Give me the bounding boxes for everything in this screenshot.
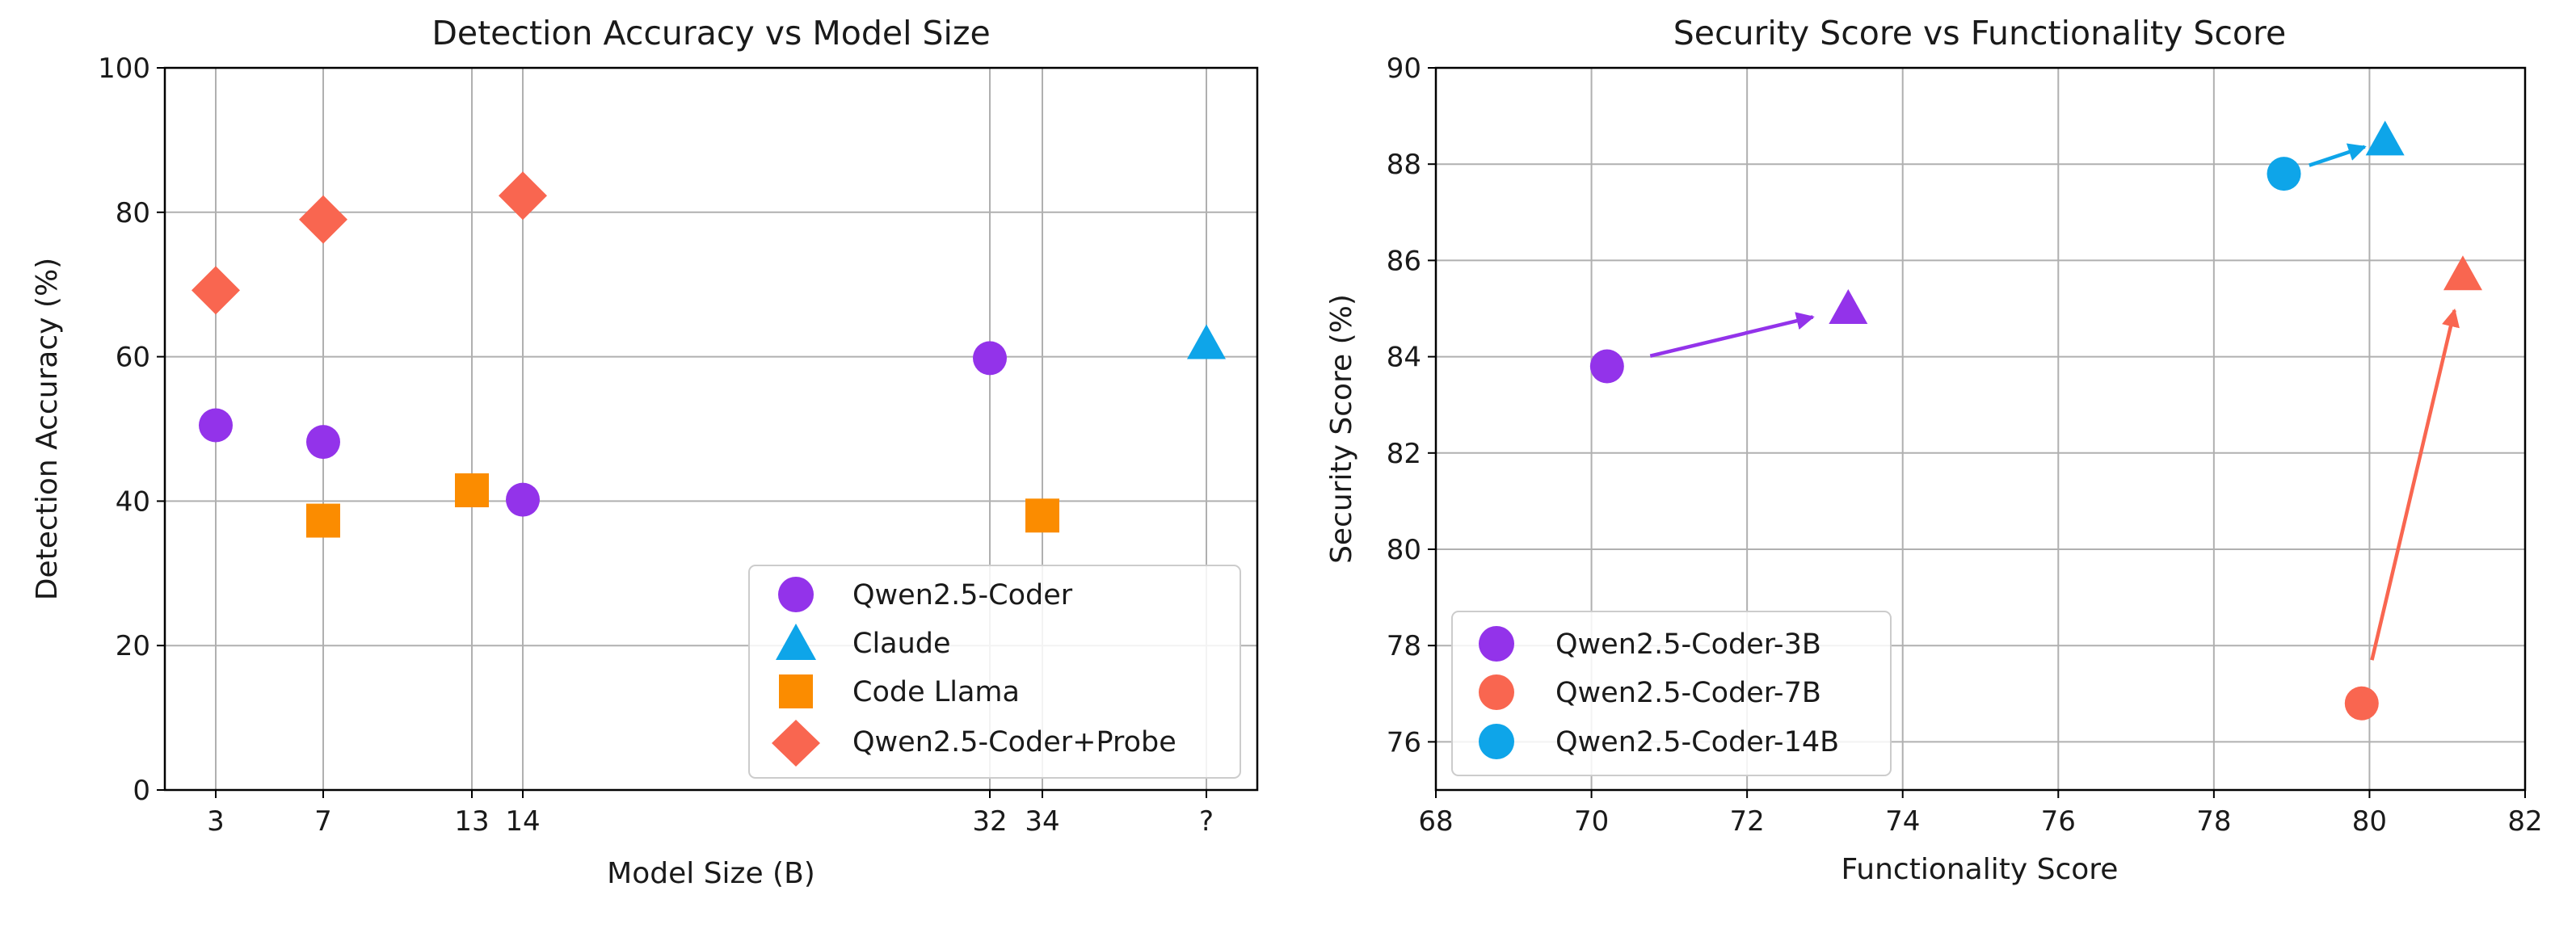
chart-right-marks xyxy=(1589,120,2482,721)
legend-item-7b: Qwen2.5-Coder-7B xyxy=(1479,674,1821,710)
tick-label-y: 0 xyxy=(133,775,150,807)
chart-left-ticks: 0 20 40 60 80 100 3 7 13 14 32 34? xyxy=(98,53,1214,838)
legend-item-3b: Qwen2.5-Coder-3B xyxy=(1479,626,1821,662)
data-point-after xyxy=(1829,289,1868,324)
chart-right-ylabel: Security Score (%) xyxy=(1325,294,1358,564)
tick-label-x: ? xyxy=(1199,805,1214,838)
chart-left-xlabel: Model Size (B) xyxy=(607,857,815,890)
improvement-arrow xyxy=(2309,143,2367,167)
data-point-diamond xyxy=(499,171,547,221)
chart-left-title: Detection Accuracy vs Model Size xyxy=(431,14,990,53)
tick-label-x: 34 xyxy=(1025,805,1059,838)
tick-label-x: 13 xyxy=(454,805,489,838)
tick-label-y: 80 xyxy=(1387,534,1421,566)
legend-circle-marker xyxy=(778,577,814,612)
data-point-square xyxy=(455,473,489,507)
tick-label-x: 74 xyxy=(1885,805,1920,838)
data-point-before xyxy=(1589,349,1624,384)
tick-label-y: 60 xyxy=(116,342,150,374)
tick-label-y: 20 xyxy=(116,630,150,662)
chart-right-legend: Qwen2.5-Coder-3B Qwen2.5-Coder-7B Qwen2.… xyxy=(1451,611,1892,776)
tick-label-x: 7 xyxy=(314,805,332,838)
legend-diamond-marker xyxy=(772,720,820,767)
tick-label-y: 80 xyxy=(116,197,150,229)
data-point-circle xyxy=(199,408,233,443)
legend-item-claude: Claude xyxy=(776,624,951,660)
data-point-square xyxy=(1025,498,1059,533)
chart-right-ticks: 68 70 72 74 76 78 80 82 76 78 80 82 84 86 88 90 xyxy=(1387,53,2543,838)
tick-label-x: 82 xyxy=(2507,805,2542,838)
legend-item-probe: Qwen2.5-Coder+Probe xyxy=(772,720,1176,767)
legend-item-qwen: Qwen2.5-Coder xyxy=(778,577,1073,612)
chart-left: Detection Accuracy vs Model Size 0 20 40 60… xyxy=(31,14,1259,890)
legend-circle-marker xyxy=(1479,626,1514,662)
tick-label-x: 80 xyxy=(2352,805,2387,838)
chart-right-xlabel: Functionality Score xyxy=(1842,853,2119,886)
improvement-arrow xyxy=(2370,308,2460,661)
data-point-before xyxy=(2344,686,2379,721)
legend-square-marker xyxy=(779,674,813,708)
tick-label-x: 76 xyxy=(2041,805,2076,838)
legend-frame xyxy=(1451,611,1892,776)
data-point-triangle xyxy=(1187,324,1226,359)
tick-label-x: 68 xyxy=(1418,805,1453,838)
chart-left-ylabel: Detection Accuracy (%) xyxy=(31,258,64,600)
legend-label: Qwen2.5-Coder+Probe xyxy=(852,726,1176,758)
data-point-square xyxy=(306,503,340,538)
data-point-circle xyxy=(306,425,340,460)
tick-label-x: 32 xyxy=(972,805,1007,838)
legend-triangle-marker xyxy=(776,624,816,660)
legend-circle-marker xyxy=(1479,674,1514,710)
legend-label: Qwen2.5-Coder-3B xyxy=(1555,628,1821,661)
tick-label-y: 84 xyxy=(1387,342,1421,374)
chart-right: Security Score vs Functionality Score 68… xyxy=(1325,14,2543,886)
data-point-circle xyxy=(973,341,1007,376)
tick-label-x: 72 xyxy=(1730,805,1765,838)
tick-label-x: 14 xyxy=(505,805,540,838)
data-point-diamond xyxy=(299,195,347,244)
legend-circle-marker xyxy=(1479,724,1514,759)
tick-label-y: 90 xyxy=(1387,53,1421,85)
tick-label-x: 78 xyxy=(2196,805,2231,838)
chart-left-marks xyxy=(192,171,1226,538)
tick-label-y: 78 xyxy=(1387,630,1421,662)
improvement-arrow xyxy=(1649,312,1815,358)
chart-left-frame xyxy=(163,66,1259,792)
tick-label-x: 3 xyxy=(207,805,225,838)
legend-label: Qwen2.5-Coder-7B xyxy=(1555,677,1821,709)
tick-label-x: 70 xyxy=(1574,805,1609,838)
chart-right-frame xyxy=(1434,66,2527,792)
tick-label-y: 86 xyxy=(1387,245,1421,277)
data-point-after xyxy=(2443,255,2482,291)
data-point-after xyxy=(2365,120,2405,156)
tick-label-y: 88 xyxy=(1387,149,1421,181)
legend-frame xyxy=(748,565,1241,779)
data-point-before xyxy=(2267,157,2301,191)
legend-label: Claude xyxy=(852,628,951,660)
tick-label-y: 82 xyxy=(1387,438,1421,470)
legend-label: Code Llama xyxy=(852,676,1020,708)
tick-label-y: 100 xyxy=(98,53,150,85)
legend-label: Qwen2.5-Coder-14B xyxy=(1555,726,1839,758)
legend-item-14b: Qwen2.5-Coder-14B xyxy=(1479,724,1839,759)
tick-label-y: 76 xyxy=(1387,726,1421,758)
tick-label-y: 40 xyxy=(116,485,150,518)
data-point-circle xyxy=(506,482,540,517)
legend-item-codellama: Code Llama xyxy=(779,674,1020,708)
legend-label: Qwen2.5-Coder xyxy=(852,579,1073,611)
chart-left-legend: Qwen2.5-Coder Claude Code Llama Qwen2.5-… xyxy=(748,565,1241,779)
data-point-diamond xyxy=(192,266,240,315)
chart-right-title: Security Score vs Functionality Score xyxy=(1673,14,2286,53)
